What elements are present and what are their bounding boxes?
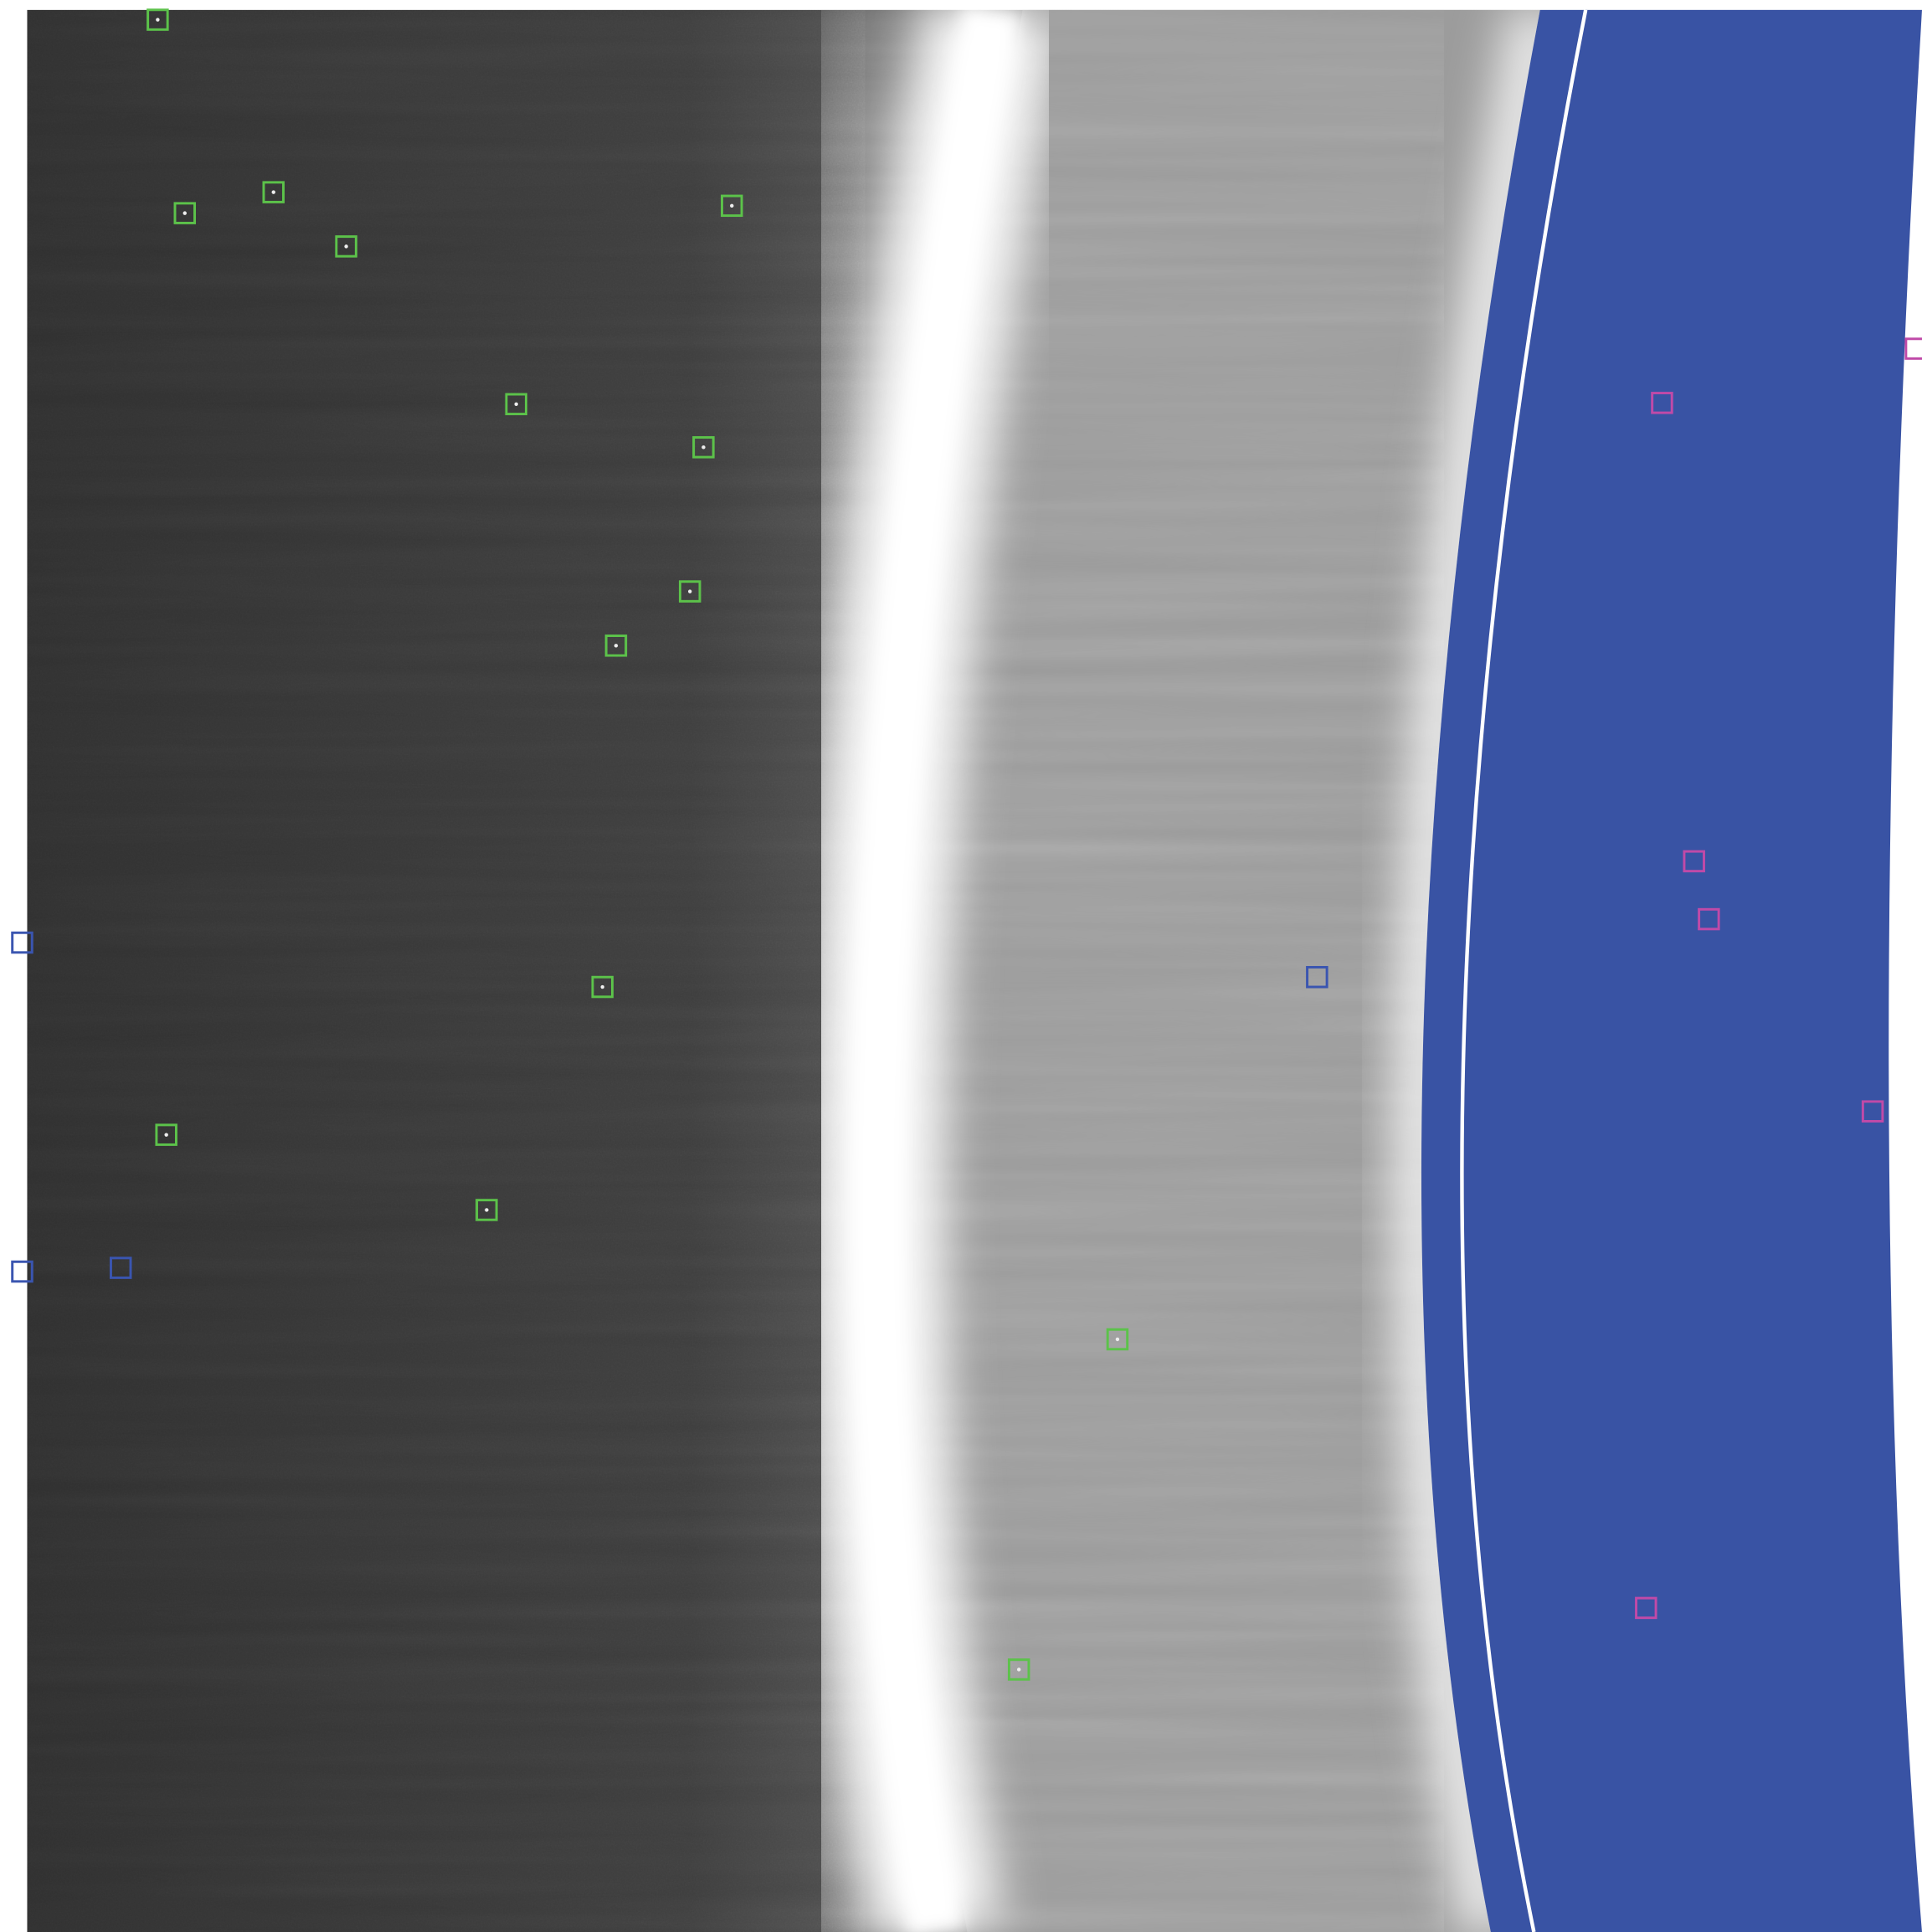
- green-marker: [475, 1199, 498, 1221]
- magenta-marker: [1635, 1596, 1657, 1620]
- markers: [11, 8, 1922, 1681]
- green-marker: [692, 436, 715, 459]
- green-marker: [262, 181, 285, 203]
- blue-marker: [109, 1256, 132, 1279]
- star: [1016, 1667, 1021, 1672]
- blue-region: [1421, 9, 1922, 1932]
- green-marker: [1106, 1328, 1129, 1351]
- green-marker: [505, 393, 527, 416]
- blue-marker: [11, 1260, 33, 1283]
- star: [164, 1133, 168, 1137]
- star: [182, 211, 187, 215]
- green-marker: [173, 202, 197, 224]
- grain-texture: [27, 9, 866, 1932]
- frame: [27, 9, 1922, 1932]
- star: [687, 589, 692, 593]
- star: [1115, 1337, 1120, 1342]
- blue-marker: [1306, 966, 1328, 989]
- star: [600, 984, 604, 989]
- magenta-marker: [1683, 850, 1705, 873]
- star: [701, 445, 706, 450]
- star: [485, 1208, 489, 1212]
- green-marker: [604, 635, 628, 657]
- star: [271, 190, 275, 194]
- green-marker: [721, 194, 743, 218]
- green-marker: [678, 580, 701, 603]
- star: [614, 644, 619, 648]
- magenta-marker: [1651, 392, 1673, 414]
- magenta-marker: [1861, 1100, 1884, 1123]
- blue-marker: [11, 931, 33, 954]
- green-marker: [335, 235, 357, 258]
- star: [156, 18, 160, 22]
- green-marker: [155, 1123, 177, 1146]
- green-marker: [591, 975, 614, 999]
- magenta-marker: [1698, 907, 1720, 931]
- star: [514, 402, 518, 407]
- star: [730, 203, 734, 208]
- magenta-marker: [1904, 337, 1922, 360]
- green-marker: [1007, 1658, 1030, 1681]
- green-marker: [146, 8, 169, 31]
- thin-arc: [1460, 9, 1588, 1932]
- star: [344, 244, 348, 249]
